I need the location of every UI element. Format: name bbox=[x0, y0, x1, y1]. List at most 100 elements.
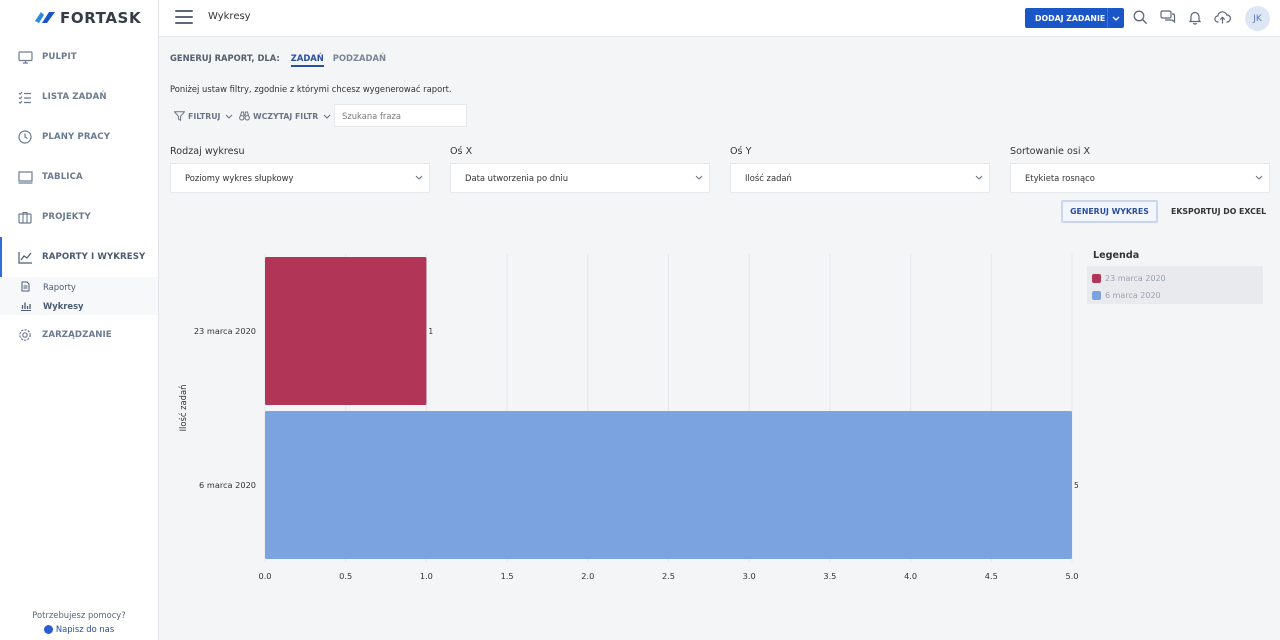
data-label: 5 bbox=[1074, 481, 1079, 490]
instructions-text: Poniżej ustaw filtry, zgodnie z którymi … bbox=[170, 84, 452, 94]
sidebar-item-zarzadzanie[interactable]: ZARZĄDZANIE bbox=[0, 315, 158, 355]
chevron-down-icon bbox=[695, 175, 703, 180]
cloud-upload-icon[interactable] bbox=[1214, 10, 1231, 26]
sidebar-item-plany-pracy[interactable]: PLANY PRACY bbox=[0, 117, 158, 157]
page-title: Wykresy bbox=[208, 11, 251, 22]
legend-item[interactable]: 23 marca 2020 bbox=[1087, 270, 1263, 287]
funnel-icon bbox=[174, 111, 185, 121]
sidebar-item-label: PLANY PRACY bbox=[42, 132, 111, 142]
legend-label: 6 marca 2020 bbox=[1105, 291, 1161, 300]
chat-icon[interactable] bbox=[1160, 10, 1176, 26]
x-sort-select[interactable]: Etykieta rosnąco bbox=[1010, 163, 1270, 193]
fortask-logo-icon bbox=[35, 12, 55, 23]
x-tick-label: 3.0 bbox=[743, 571, 756, 581]
sidebar-item-label: PROJEKTY bbox=[42, 212, 91, 222]
filter-button[interactable]: FILTRUJ bbox=[174, 111, 233, 121]
menu-toggle-icon[interactable] bbox=[175, 10, 193, 24]
export-excel-button[interactable]: EKSPORTUJ DO EXCEL bbox=[1171, 207, 1267, 216]
report-for-label: GENERUJ RAPORT, DLA: bbox=[170, 53, 280, 63]
subnav-item-label: Raporty bbox=[43, 281, 76, 292]
chat-icon bbox=[43, 624, 53, 634]
briefcase-icon bbox=[17, 209, 33, 225]
clock-icon bbox=[17, 129, 33, 145]
checklist-icon bbox=[17, 89, 33, 105]
chevron-down-icon bbox=[975, 175, 983, 180]
chevron-down-icon bbox=[1255, 175, 1263, 180]
chevron-down-icon bbox=[323, 114, 331, 119]
trend-icon bbox=[17, 249, 33, 265]
avatar[interactable]: JK bbox=[1245, 6, 1270, 31]
gear-icon bbox=[17, 327, 33, 343]
tab-zadan[interactable]: ZADAŃ bbox=[290, 53, 324, 67]
sidebar-nav: PULPIT LISTA ZADAŃ PLANY PRACY TABLICA P… bbox=[0, 37, 158, 355]
binoculars-icon bbox=[239, 111, 250, 121]
x-tick-label: 2.0 bbox=[581, 571, 594, 581]
chevron-down-icon bbox=[415, 175, 423, 180]
sidebar-item-label: LISTA ZADAŃ bbox=[42, 92, 107, 102]
main-content: GENERUJ RAPORT, DLA: ZADAŃ PODZADAŃ Poni… bbox=[159, 37, 1280, 640]
monitor-icon bbox=[17, 49, 33, 65]
sidebar-item-label: PULPIT bbox=[42, 52, 77, 62]
sidebar-item-label: RAPORTY I WYKRESY bbox=[42, 252, 146, 262]
sidebar-item-pulpit[interactable]: PULPIT bbox=[0, 37, 158, 77]
generate-chart-button[interactable]: GENERUJ WYKRES bbox=[1061, 200, 1158, 223]
y-axis-select[interactable]: Ilość zadań bbox=[730, 163, 990, 193]
help-box: Potrzebujesz pomocy? Napisz do nas bbox=[0, 610, 158, 634]
sidebar-item-label: TABLICA bbox=[42, 172, 83, 182]
legend-item[interactable]: 6 marca 2020 bbox=[1087, 287, 1263, 304]
x-tick-label: 0.5 bbox=[339, 571, 352, 581]
legend: 23 marca 2020 6 marca 2020 bbox=[1087, 266, 1263, 304]
sidebar-item-raporty-i-wykresy[interactable]: RAPORTY I WYKRESY bbox=[0, 237, 158, 277]
x-tick-label: 0.0 bbox=[258, 571, 271, 581]
chart-type-select[interactable]: Poziomy wykres słupkowy bbox=[170, 163, 430, 193]
y-tick-label: 23 marca 2020 bbox=[194, 326, 256, 336]
contact-link-label: Napisz do nas bbox=[55, 624, 115, 634]
sidebar-item-label: ZARZĄDZANIE bbox=[42, 330, 112, 340]
logo[interactable]: FORTASK bbox=[34, 8, 141, 28]
bar bbox=[265, 411, 1072, 559]
document-icon bbox=[19, 281, 31, 293]
subnav-item-label: Wykresy bbox=[43, 300, 84, 311]
x-sort-value: Etykieta rosnąco bbox=[1025, 173, 1095, 183]
load-filter-button[interactable]: WCZYTAJ FILTR bbox=[239, 111, 331, 121]
subnav-raporty: Raporty Wykresy bbox=[0, 277, 158, 315]
x-tick-label: 1.0 bbox=[420, 571, 433, 581]
load-filter-label: WCZYTAJ FILTR bbox=[253, 111, 319, 121]
x-tick-label: 3.5 bbox=[823, 571, 836, 581]
sidebar-item-lista-zadan[interactable]: LISTA ZADAŃ bbox=[0, 77, 158, 117]
sidebar-item-projekty[interactable]: PROJEKTY bbox=[0, 197, 158, 237]
sidebar: FORTASK PULPIT LISTA ZADAŃ PLANY PRACY T… bbox=[0, 0, 159, 640]
add-task-button[interactable]: DODAJ ZADANIE bbox=[1025, 8, 1124, 28]
search-input[interactable] bbox=[334, 104, 467, 127]
subnav-item-wykresy[interactable]: Wykresy bbox=[0, 296, 158, 315]
report-type-tabs: GENERUJ RAPORT, DLA: ZADAŃ PODZADAŃ bbox=[170, 53, 395, 67]
legend-swatch bbox=[1092, 274, 1101, 283]
search-icon[interactable] bbox=[1133, 10, 1149, 26]
bar-chart-icon bbox=[19, 300, 31, 312]
contact-link[interactable]: Napisz do nas bbox=[0, 624, 158, 634]
chart-type-value: Poziomy wykres słupkowy bbox=[185, 173, 294, 183]
tab-podzadan[interactable]: PODZADAŃ bbox=[332, 53, 386, 63]
x-tick-label: 2.5 bbox=[662, 571, 675, 581]
x-tick-label: 1.5 bbox=[501, 571, 514, 581]
subnav-item-raporty[interactable]: Raporty bbox=[0, 277, 158, 296]
chevron-down-icon[interactable] bbox=[1107, 8, 1124, 28]
x-tick-label: 5.0 bbox=[1065, 571, 1078, 581]
bar bbox=[265, 257, 427, 405]
filter-label: FILTRUJ bbox=[188, 111, 221, 121]
help-text: Potrzebujesz pomocy? bbox=[32, 610, 126, 620]
chevron-down-icon bbox=[225, 114, 233, 119]
x-axis-select[interactable]: Data utworzenia po dniu bbox=[450, 163, 710, 193]
horizontal-bar-chart: 0.0 0.5 1.0 1.5 2.0 2.5 3.0 3.5 4.0 4.5 5.0 23 marc… bbox=[178, 254, 1079, 581]
x-axis-label: Oś X bbox=[450, 146, 473, 157]
x-axis-value: Data utworzenia po dniu bbox=[465, 173, 569, 183]
y-axis-title: Ilość zadań bbox=[178, 385, 188, 432]
top-bar: Wykresy DODAJ ZADANIE JK bbox=[159, 0, 1280, 37]
data-label: 1 bbox=[428, 327, 433, 336]
legend-label: 23 marca 2020 bbox=[1105, 274, 1166, 283]
y-tick-label: 6 marca 2020 bbox=[199, 480, 256, 490]
sidebar-item-tablica[interactable]: TABLICA bbox=[0, 157, 158, 197]
add-task-label: DODAJ ZADANIE bbox=[1035, 13, 1106, 23]
bell-icon[interactable] bbox=[1188, 10, 1204, 26]
chart-type-label: Rodzaj wykresu bbox=[170, 146, 245, 157]
